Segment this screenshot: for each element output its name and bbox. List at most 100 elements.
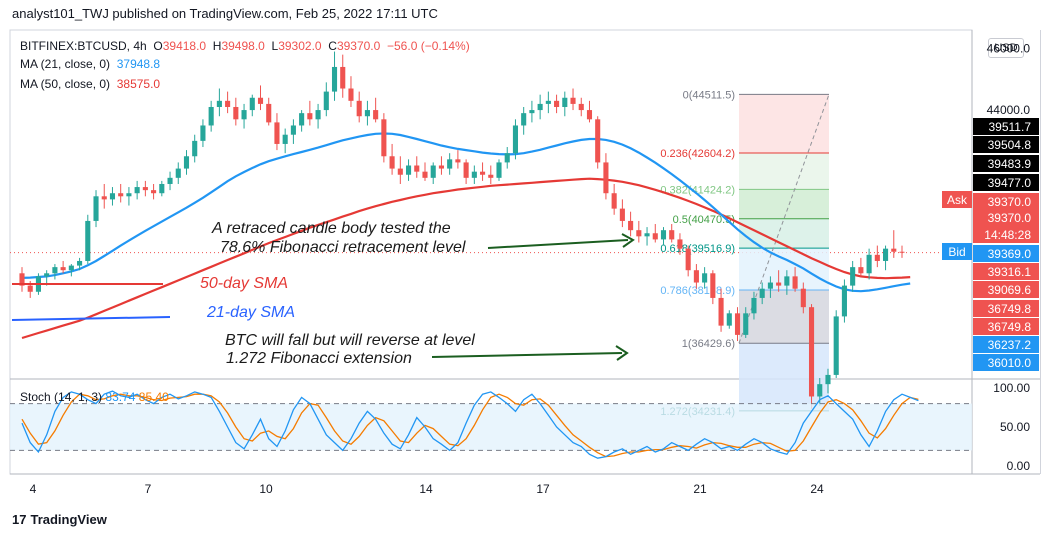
open-value: 39418.0	[162, 39, 207, 53]
candle-body	[27, 285, 33, 292]
candle-body	[512, 125, 519, 154]
ma50-legend[interactable]: MA (50, close, 0) 38575.0	[20, 77, 160, 91]
ma21-legend[interactable]: MA (21, close, 0) 37948.8	[20, 57, 160, 71]
candle	[331, 51, 338, 101]
candle-body	[348, 88, 354, 101]
candle-body	[586, 110, 593, 120]
ma21-line	[21, 132, 911, 293]
candle-body	[726, 313, 732, 326]
candle-body	[776, 282, 782, 286]
price-tag-text: 39483.9	[988, 157, 1032, 171]
fib-zone-grey	[739, 289, 829, 344]
candle-body	[19, 273, 25, 286]
fib-zone	[739, 248, 829, 290]
candle-body	[290, 125, 296, 135]
stoch-axis-label: 0.00	[1007, 459, 1031, 473]
fib-zone	[739, 289, 829, 344]
candle-body	[142, 187, 148, 191]
candle	[233, 97, 239, 126]
bid-tag: Bid	[942, 243, 972, 260]
price-tag-bg	[973, 174, 1039, 191]
annotation-line: 78.6% Fibonacci retracement level	[220, 239, 466, 256]
price-tag-bg	[973, 354, 1039, 371]
candle	[126, 187, 132, 206]
symbol-name[interactable]: BITFINEX:BTCUSD, 4h	[20, 39, 147, 53]
candle	[118, 183, 124, 203]
candle	[142, 180, 148, 197]
candle-body	[315, 110, 321, 120]
publisher-line: analyst101_TWJ published on TradingView.…	[12, 6, 438, 21]
candle	[562, 91, 568, 117]
price-tag-text: 36749.8	[988, 320, 1032, 334]
currency-button[interactable]: USD	[988, 38, 1024, 58]
candle-body	[233, 106, 239, 120]
ma50-label: MA (50, close, 0)	[20, 77, 111, 91]
tradingview-logo[interactable]: 17 TradingView	[12, 512, 107, 527]
candle-body	[216, 100, 222, 107]
change-value: −56.0 (−0.14%)	[387, 39, 470, 53]
candle	[776, 270, 782, 292]
candle	[208, 100, 214, 132]
candle-body	[833, 316, 839, 375]
candle	[512, 119, 519, 160]
price-tag-bg	[973, 209, 1039, 226]
candle	[192, 134, 198, 163]
close-value: 39370.0	[336, 39, 381, 53]
time-axis-label: 24	[810, 482, 824, 496]
candle	[652, 224, 658, 243]
candle	[85, 214, 91, 265]
candle-body	[340, 66, 346, 89]
time-axis-label: 4	[30, 482, 37, 496]
price-tag: 39477.0	[973, 174, 1039, 191]
candle	[27, 280, 33, 298]
stoch-d-line	[21, 393, 919, 458]
price-tag-bg	[973, 281, 1039, 298]
candle-body	[299, 113, 305, 126]
price-tag-text: 36237.2	[988, 338, 1032, 352]
price-tag: 39483.9	[973, 155, 1039, 172]
time-axis-label: 14	[419, 482, 433, 496]
candle-body	[455, 159, 461, 163]
candle	[841, 279, 847, 323]
candle-body	[718, 297, 724, 326]
candle	[891, 230, 897, 258]
candle	[710, 270, 716, 305]
candle	[726, 310, 732, 329]
candle-body	[208, 106, 214, 126]
time-axis-label: 17	[536, 482, 550, 496]
candle	[644, 227, 650, 246]
ma21-label: MA (21, close, 0)	[20, 57, 111, 71]
price-tag-text: 39069.6	[988, 283, 1032, 297]
annotation-line: BTC will fall but will reverse at level	[225, 332, 475, 349]
candle-body	[447, 159, 453, 169]
candle-body	[118, 193, 124, 197]
price-tag: 39370.0	[973, 193, 1039, 210]
candle	[183, 150, 190, 175]
candle	[554, 94, 560, 114]
candle	[866, 248, 872, 280]
candle-body	[373, 110, 379, 120]
candle-body	[850, 267, 856, 286]
candle-body	[858, 267, 864, 274]
candle-body	[192, 140, 198, 157]
stoch-label: Stoch (14, 1, 3)	[20, 390, 105, 404]
annotation-50-sma: 50-day SMA	[200, 275, 288, 292]
candle-body	[109, 193, 116, 200]
brand-name: TradingView	[30, 512, 107, 527]
price-tag-bg	[973, 155, 1039, 172]
candle	[109, 187, 116, 206]
candle-body	[652, 233, 658, 240]
candle-body	[134, 187, 140, 194]
candle	[381, 113, 387, 163]
fib-zone	[739, 343, 829, 411]
candle	[496, 159, 502, 181]
candle	[430, 162, 436, 184]
candle	[825, 368, 831, 394]
candle	[274, 113, 280, 151]
candle-body	[792, 276, 798, 289]
fib-zone	[739, 218, 829, 249]
price-tag-text: 39316.1	[988, 265, 1032, 279]
candle-body	[759, 288, 765, 298]
candle-body	[60, 267, 66, 271]
candle-body	[521, 113, 527, 126]
